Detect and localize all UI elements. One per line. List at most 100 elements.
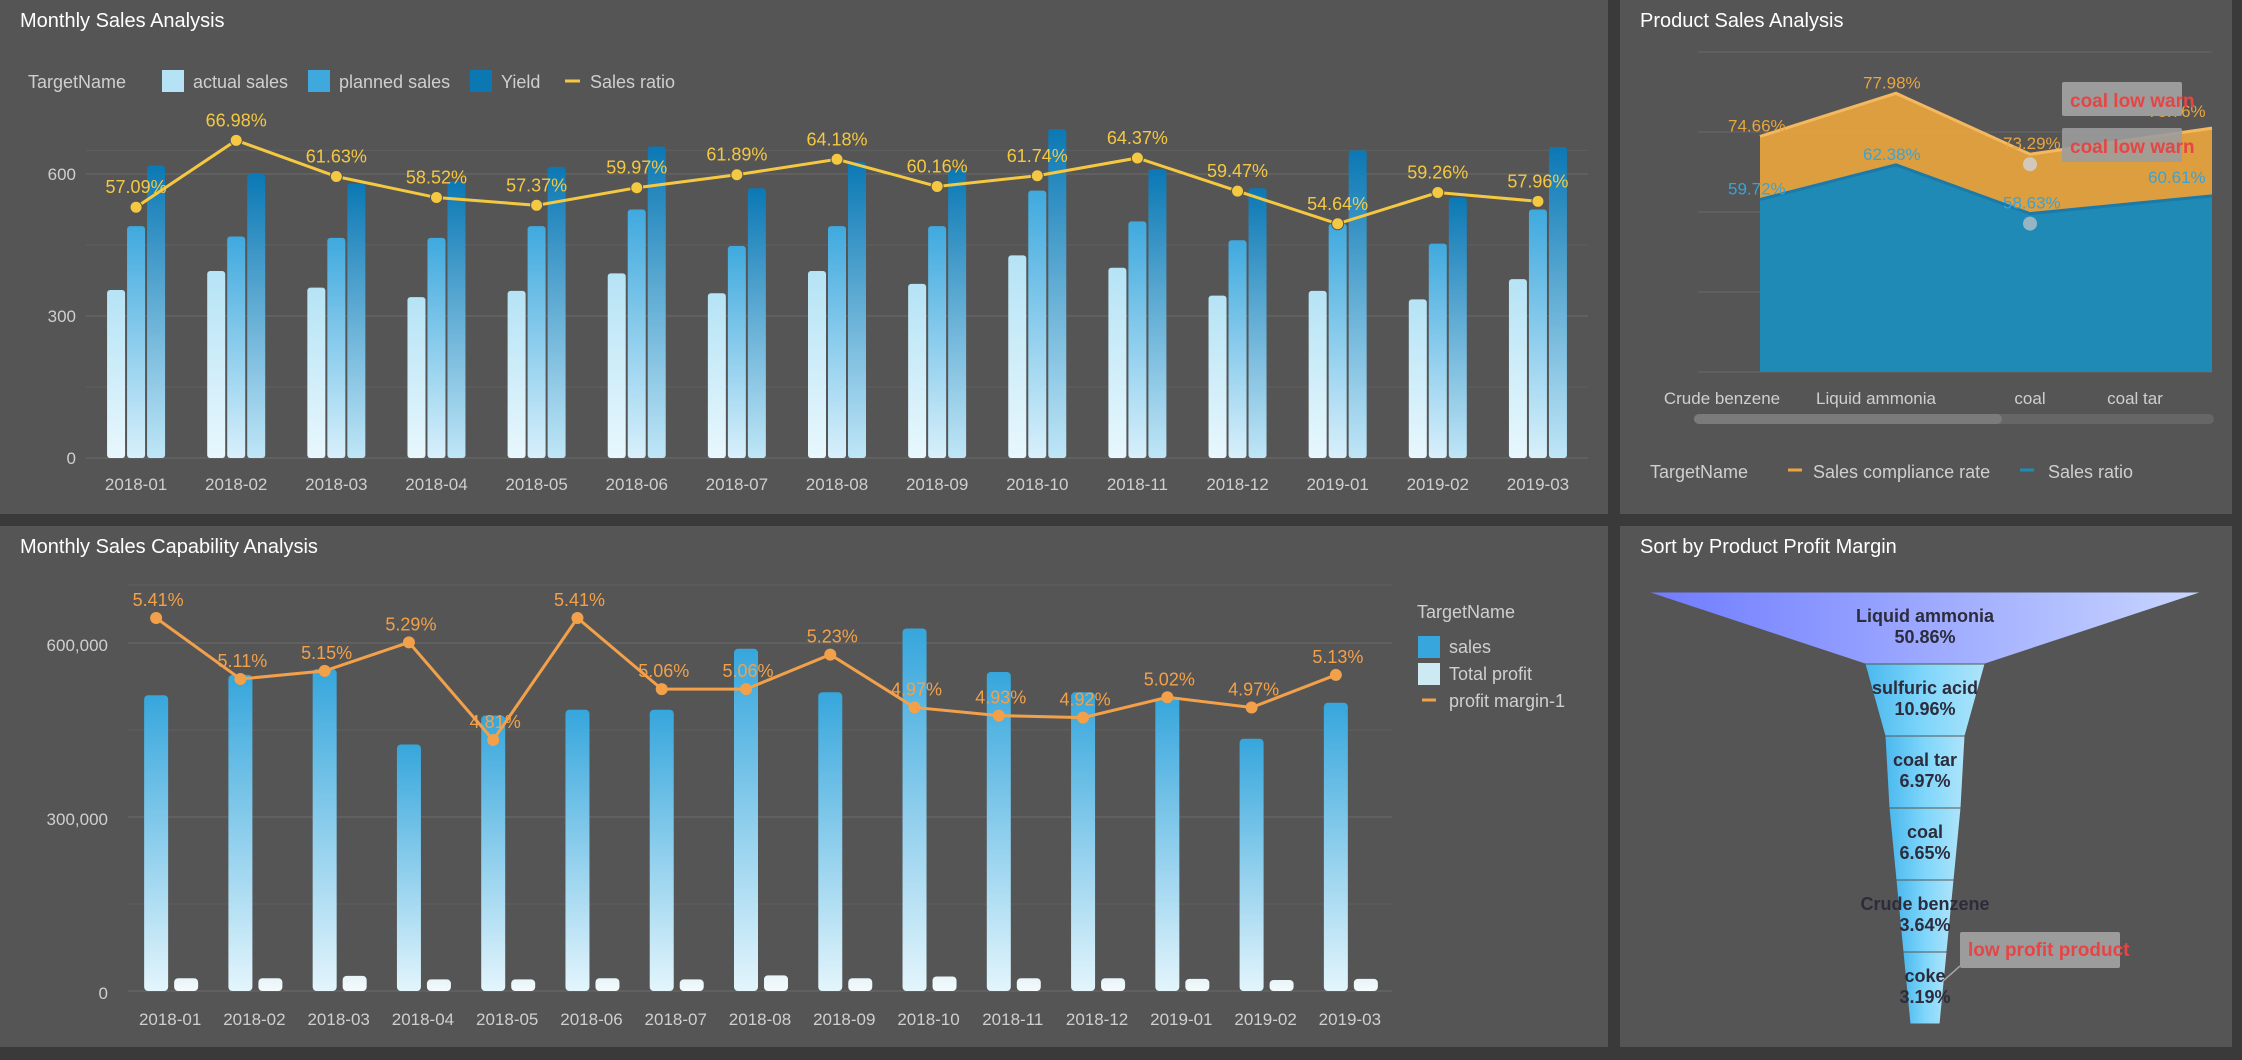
sales-ratio-point-6 bbox=[730, 168, 744, 182]
bar-planned-sales-7 bbox=[828, 226, 846, 458]
bar-Yield-2 bbox=[347, 183, 366, 458]
monthly-sales-title: Monthly Sales Analysis bbox=[20, 10, 225, 32]
funnel-value-0: 50.86% bbox=[1894, 627, 1955, 647]
bar-total-profit-10 bbox=[1016, 978, 1041, 991]
bar-actual-sales-13 bbox=[1408, 299, 1427, 458]
funnel-value-1: 10.96% bbox=[1894, 699, 1955, 719]
legend-label-2: Yield bbox=[501, 72, 540, 92]
bar-planned-sales-12 bbox=[1328, 223, 1347, 458]
sales-ratio-line bbox=[1759, 163, 2213, 216]
profit-margin-label-8: 5.23% bbox=[807, 627, 858, 647]
legend-title: TargetName bbox=[28, 72, 126, 92]
sales-ratio-label-5: 59.97% bbox=[606, 158, 667, 178]
bar-Yield-13 bbox=[1448, 197, 1467, 458]
x-tick-1: Liquid ammonia bbox=[1816, 389, 1937, 408]
y-tick-2: 600,000 bbox=[47, 636, 108, 655]
sales-ratio-label-13: 59.26% bbox=[1407, 163, 1468, 183]
x-tick-13: 2019-02 bbox=[1234, 1010, 1296, 1029]
legend-label-1: planned sales bbox=[339, 72, 450, 92]
sales-ratio-label-7: 64.18% bbox=[806, 129, 867, 149]
legend-label-0: sales bbox=[1449, 637, 1491, 657]
x-tick-12: 2019-01 bbox=[1150, 1010, 1212, 1029]
legend-swatch-2 bbox=[470, 70, 492, 92]
bar-Yield-5 bbox=[647, 146, 666, 458]
x-tick-2: coal bbox=[2014, 389, 2045, 408]
bar-Yield-6 bbox=[747, 188, 766, 458]
page-scrollbar[interactable] bbox=[2234, 0, 2242, 900]
bar-actual-sales-4 bbox=[507, 290, 526, 458]
bar-actual-sales-12 bbox=[1308, 290, 1327, 458]
bar-sales-3 bbox=[396, 744, 421, 991]
x-tick-5: 2018-06 bbox=[560, 1010, 622, 1029]
y-tick-0: 0 bbox=[99, 984, 108, 1003]
funnel-value-5: 3.19% bbox=[1899, 987, 1950, 1007]
bar-Yield-11 bbox=[1248, 188, 1267, 458]
monthly-sales-chart: TargetName actual sales planned sales Yield… bbox=[28, 70, 1588, 494]
profit-margin-label-7: 5.06% bbox=[722, 661, 773, 681]
bar-planned-sales-3 bbox=[427, 237, 446, 458]
profit-margin-point-0 bbox=[150, 612, 163, 624]
x-tick-8: 2018-09 bbox=[906, 475, 968, 494]
x-tick-7: 2018-08 bbox=[729, 1010, 791, 1029]
bar-actual-sales-1 bbox=[207, 271, 226, 458]
x-tick-0: Crude benzene bbox=[1664, 389, 1780, 408]
bar-total-profit-11 bbox=[1101, 978, 1126, 991]
x-tick-1: 2018-02 bbox=[205, 475, 267, 494]
bar-actual-sales-9 bbox=[1008, 255, 1027, 458]
bar-actual-sales-0 bbox=[107, 289, 126, 458]
y-tick-2: 600 bbox=[48, 165, 76, 184]
bar-actual-sales-7 bbox=[808, 271, 826, 458]
legend-label-3: Sales ratio bbox=[590, 72, 675, 92]
legend-swatch-1 bbox=[308, 70, 330, 92]
product-sales-panel: Product Sales Analysis 74.66% 59.72% 77.98… bbox=[1620, 0, 2232, 514]
bar-sales-11 bbox=[1071, 692, 1096, 991]
bar-sales-1 bbox=[228, 674, 253, 991]
sales-ratio-label-14: 57.96% bbox=[1507, 171, 1568, 191]
bar-planned-sales-0 bbox=[127, 226, 146, 458]
compliance-label-2: 73.29% bbox=[2003, 134, 2061, 153]
capability-chart: 0 300,000 600,000 2018-01 2018-02 2018-03 2018… bbox=[47, 584, 1565, 1029]
sales-ratio-point-9 bbox=[1030, 169, 1044, 183]
x-tick-0: 2018-01 bbox=[139, 1010, 201, 1029]
x-tick-3: 2018-04 bbox=[392, 1010, 454, 1029]
sales-ratio-point-13 bbox=[1431, 186, 1445, 200]
ratio-label-2: 58.63% bbox=[2003, 194, 2061, 213]
coal-ratio-marker bbox=[2023, 216, 2037, 231]
bar-sales-7 bbox=[734, 648, 758, 991]
coal-compliance-marker bbox=[2023, 157, 2037, 172]
bar-Yield-14 bbox=[1548, 147, 1567, 458]
y-tick-1: 300,000 bbox=[47, 810, 108, 829]
bar-sales-13 bbox=[1239, 738, 1264, 991]
bar-Yield-0 bbox=[147, 165, 166, 459]
x-tick-8: 2018-09 bbox=[813, 1010, 875, 1029]
bar-sales-5 bbox=[565, 709, 590, 991]
ratio-label-0: 59.72% bbox=[1728, 179, 1786, 198]
zoom-handle bbox=[1694, 414, 2002, 424]
x-tick-10: 2018-11 bbox=[982, 1010, 1043, 1029]
profit-margin-panel: Sort by Product Profit Margin Liquid amm… bbox=[1620, 526, 2232, 1047]
bar-Yield-7 bbox=[848, 162, 866, 458]
profit-margin-label-4: 4.81% bbox=[470, 712, 521, 732]
x-tick-4: 2018-05 bbox=[476, 1010, 538, 1029]
capability-panel: Monthly Sales Capability Analysis 0 300,0… bbox=[0, 526, 1608, 1047]
sales-ratio-point-14 bbox=[1531, 194, 1545, 208]
warn-text-0: coal low warn bbox=[2070, 91, 2195, 112]
capability-title: Monthly Sales Capability Analysis bbox=[20, 536, 318, 558]
sales-ratio-point-4 bbox=[530, 198, 544, 212]
legend-label-2: profit margin-1 bbox=[1449, 691, 1565, 711]
profit-margin-point-3 bbox=[402, 636, 415, 649]
profit-margin-point-7 bbox=[740, 683, 752, 696]
profit-margin-label-3: 5.29% bbox=[385, 614, 436, 634]
x-tick-1: 2018-02 bbox=[223, 1010, 285, 1029]
x-tick-14: 2019-03 bbox=[1319, 1010, 1381, 1029]
bar-sales-14 bbox=[1323, 702, 1348, 991]
profit-margin-label-14: 5.13% bbox=[1312, 647, 1363, 667]
annotation-text: low profit product bbox=[1968, 940, 2130, 961]
legend-swatch-0 bbox=[1418, 636, 1440, 658]
bar-actual-sales-3 bbox=[407, 297, 426, 458]
bar-total-profit-8 bbox=[848, 978, 873, 991]
legend-swatch-1 bbox=[1418, 663, 1440, 685]
bar-Yield-10 bbox=[1148, 169, 1167, 458]
bar-sales-6 bbox=[649, 709, 674, 991]
profit-margin-label-13: 4.97% bbox=[1228, 679, 1279, 699]
